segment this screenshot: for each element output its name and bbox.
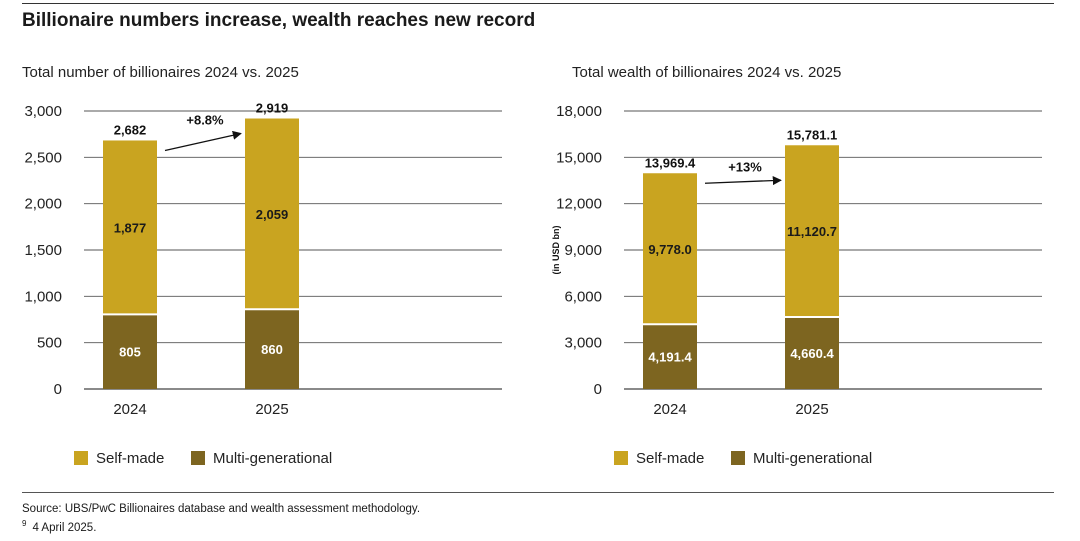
- growth-arrow: [164, 130, 242, 152]
- y-tick-label: 2,000: [24, 196, 62, 213]
- bar-segment-multi-generational: [103, 314, 157, 389]
- page-title: Billionaire numbers increase, wealth rea…: [22, 10, 536, 31]
- billionaire-count-chart: Total number of billionaires 2024 vs. 20…: [22, 64, 502, 467]
- bar-value-label: 4,660.4: [790, 346, 834, 361]
- chart-subtitle: Total wealth of billionaires 2024 vs. 20…: [572, 64, 841, 81]
- bar-value-label: 9,778.0: [648, 242, 691, 257]
- bar-value-label: 805: [119, 345, 141, 360]
- top-rule: [22, 3, 1054, 4]
- y-axis-label: (in USD bn): [551, 226, 561, 275]
- bar-value-label: 1,877: [114, 220, 147, 235]
- growth-label: +8.8%: [186, 112, 224, 127]
- legend-label: Self-made: [636, 450, 704, 467]
- bar-segment-self-made: [785, 145, 839, 318]
- legend-label: Self-made: [96, 450, 164, 467]
- billionaire-wealth-chart: Total wealth of billionaires 2024 vs. 20…: [551, 64, 1042, 467]
- y-tick-label: 1,500: [24, 242, 62, 259]
- y-tick-label: 3,000: [564, 335, 602, 352]
- bar-segment-self-made: [103, 140, 157, 315]
- growth-label: +13%: [728, 159, 762, 174]
- legend-label: Multi-generational: [753, 450, 872, 467]
- footnote-text: 4 April 2025.: [32, 521, 97, 534]
- x-category-label: 2024: [653, 401, 686, 418]
- bar-total-label: 15,781.1: [787, 127, 838, 142]
- y-tick-label: 3,000: [24, 103, 62, 120]
- chart-subtitle: Total number of billionaires 2024 vs. 20…: [22, 64, 299, 81]
- footnote-mark: 9: [22, 519, 27, 528]
- bar-segment-self-made: [643, 173, 697, 325]
- x-category-label: 2025: [255, 401, 288, 418]
- y-tick-label: 2,500: [24, 149, 62, 166]
- y-tick-label: 0: [54, 381, 62, 398]
- y-tick-label: 9,000: [564, 242, 602, 259]
- bar-total-label: 13,969.4: [645, 155, 696, 170]
- y-tick-label: 15,000: [556, 149, 602, 166]
- legend-swatch-multi-generational: [731, 451, 745, 465]
- bar-segment-multi-generational: [643, 324, 697, 389]
- y-tick-label: 18,000: [556, 103, 602, 120]
- bar-total-label: 2,919: [256, 101, 289, 116]
- y-tick-label: 12,000: [556, 196, 602, 213]
- bar-segment-multi-generational: [785, 317, 839, 389]
- bar-segment-self-made: [245, 118, 299, 310]
- y-tick-label: 6,000: [564, 288, 602, 305]
- x-category-label: 2025: [795, 401, 828, 418]
- bar-value-label: 860: [261, 342, 283, 357]
- source-note: Source: UBS/PwC Billionaires database an…: [22, 503, 421, 515]
- legend-swatch-self-made: [614, 451, 628, 465]
- x-category-label: 2024: [113, 401, 146, 418]
- bar-segment-multi-generational: [245, 309, 299, 389]
- bar-value-label: 11,120.7: [787, 224, 837, 239]
- y-tick-label: 1,000: [24, 288, 62, 305]
- legend-swatch-multi-generational: [191, 451, 205, 465]
- growth-arrow: [704, 176, 782, 186]
- legend-label: Multi-generational: [213, 450, 332, 467]
- bottom-rule: [22, 492, 1054, 493]
- bar-total-label: 2,682: [114, 122, 147, 137]
- legend-swatch-self-made: [74, 451, 88, 465]
- bar-value-label: 4,191.4: [648, 350, 692, 365]
- bar-value-label: 2,059: [256, 207, 289, 222]
- footnote: 9 4 April 2025.: [22, 519, 96, 534]
- y-tick-label: 500: [37, 335, 62, 352]
- y-tick-label: 0: [594, 381, 602, 398]
